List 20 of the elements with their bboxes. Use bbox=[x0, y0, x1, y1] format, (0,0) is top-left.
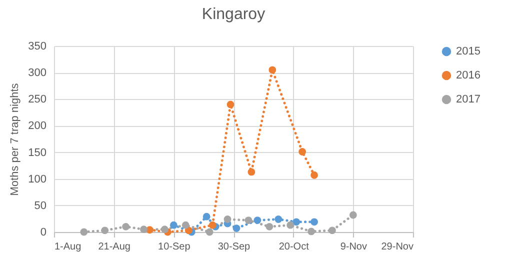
x-tick-label: 1-Aug bbox=[54, 242, 82, 252]
x-tick-label: 21-Aug bbox=[98, 242, 130, 252]
legend-label: 2015 bbox=[456, 46, 480, 58]
y-tick-label: 100 bbox=[28, 173, 46, 186]
y-tick-label: 350 bbox=[28, 40, 46, 52]
y-tick-label: 200 bbox=[28, 120, 46, 132]
x-tick-label: 29-Nov bbox=[381, 242, 414, 252]
x-tick-label: 10-Sep bbox=[158, 242, 191, 252]
y-tick-label: 250 bbox=[28, 94, 46, 106]
y-tick-label: 150 bbox=[28, 146, 46, 159]
y-tick-label: 50 bbox=[34, 200, 46, 212]
chart-title: Kingaroy bbox=[202, 6, 266, 23]
legend-label: 2017 bbox=[456, 94, 480, 106]
y-axis-title: Moths per 7 trap nights bbox=[9, 82, 22, 196]
x-tick-label: 20-Oct bbox=[278, 242, 310, 252]
x-tick-label: 30-Sep bbox=[218, 242, 251, 252]
x-tick-label: 9-Nov bbox=[340, 242, 368, 252]
y-tick-label: 300 bbox=[28, 67, 46, 80]
legend-label: 2016 bbox=[456, 70, 480, 82]
y-tick-label: 0 bbox=[40, 226, 46, 238]
